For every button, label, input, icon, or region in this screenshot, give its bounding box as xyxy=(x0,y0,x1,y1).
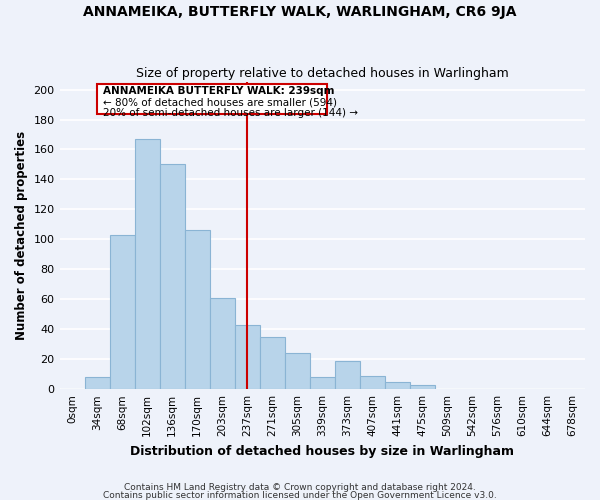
Y-axis label: Number of detached properties: Number of detached properties xyxy=(15,131,28,340)
Title: Size of property relative to detached houses in Warlingham: Size of property relative to detached ho… xyxy=(136,66,509,80)
Bar xyxy=(185,230,209,389)
Text: ANNAMEIKA, BUTTERFLY WALK, WARLINGHAM, CR6 9JA: ANNAMEIKA, BUTTERFLY WALK, WARLINGHAM, C… xyxy=(83,5,517,19)
Bar xyxy=(134,139,160,389)
Bar xyxy=(260,336,285,389)
Bar xyxy=(385,382,410,389)
Bar xyxy=(310,377,335,389)
Text: Contains HM Land Registry data © Crown copyright and database right 2024.: Contains HM Land Registry data © Crown c… xyxy=(124,483,476,492)
Bar xyxy=(360,376,385,389)
Text: 20% of semi-detached houses are larger (144) →: 20% of semi-detached houses are larger (… xyxy=(103,108,358,118)
Bar xyxy=(209,298,235,389)
Text: ANNAMEIKA BUTTERFLY WALK: 239sqm: ANNAMEIKA BUTTERFLY WALK: 239sqm xyxy=(103,86,335,96)
X-axis label: Distribution of detached houses by size in Warlingham: Distribution of detached houses by size … xyxy=(130,444,514,458)
Bar xyxy=(335,360,360,389)
Text: ← 80% of detached houses are smaller (594): ← 80% of detached houses are smaller (59… xyxy=(103,97,337,107)
Bar xyxy=(160,164,185,389)
Bar xyxy=(285,353,310,389)
Bar xyxy=(110,235,134,389)
FancyBboxPatch shape xyxy=(97,84,327,114)
Bar xyxy=(85,377,110,389)
Bar xyxy=(410,384,435,389)
Bar xyxy=(235,325,260,389)
Text: Contains public sector information licensed under the Open Government Licence v3: Contains public sector information licen… xyxy=(103,490,497,500)
